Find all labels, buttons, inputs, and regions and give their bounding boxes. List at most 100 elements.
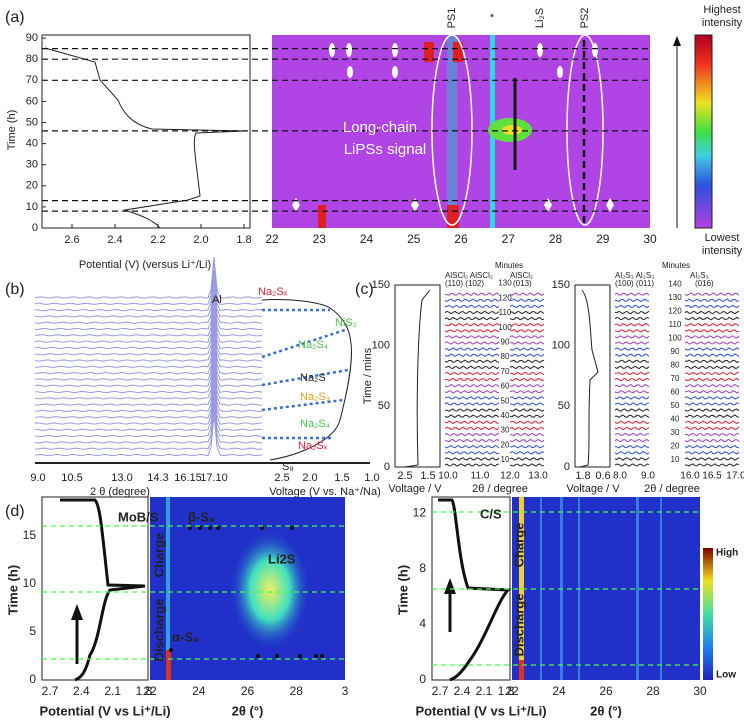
x-tick-label: 11.0 bbox=[471, 471, 490, 482]
phase-label: Al bbox=[212, 294, 222, 306]
strip bbox=[614, 438, 650, 443]
minute-label: 20 bbox=[501, 440, 510, 449]
strip bbox=[684, 463, 740, 467]
x-tick-label: 17.0 bbox=[726, 471, 744, 482]
colorbar bbox=[703, 548, 713, 680]
minute-label: 80 bbox=[671, 361, 680, 370]
strip bbox=[614, 328, 649, 333]
x-tick-label: 26 bbox=[454, 232, 468, 246]
axis-label: 2 θ (degree) bbox=[90, 486, 150, 498]
strip bbox=[684, 298, 740, 303]
strip bbox=[444, 383, 500, 388]
panel-label: (b) bbox=[5, 281, 25, 298]
strip bbox=[684, 383, 740, 388]
x-tick-label: 2.4 bbox=[107, 234, 122, 246]
y-tick-label: 0 bbox=[419, 672, 426, 686]
peak-dots bbox=[169, 526, 324, 658]
strip bbox=[509, 438, 545, 443]
spectrum bbox=[34, 370, 263, 413]
strip bbox=[684, 438, 740, 443]
y-tick-label: 150 bbox=[552, 279, 570, 291]
x-tick-label: 24 bbox=[552, 684, 566, 698]
colorbar bbox=[694, 34, 713, 229]
x-tick-label: 24 bbox=[360, 232, 374, 246]
header: (100) (011) bbox=[615, 279, 654, 288]
strip bbox=[509, 451, 545, 455]
x-tick-label: 1.0 bbox=[364, 472, 379, 484]
header: Al₂S₃ bbox=[690, 271, 709, 280]
panel-label: (d) bbox=[5, 503, 25, 520]
spectrum bbox=[34, 327, 263, 368]
strip bbox=[444, 328, 500, 333]
y-tick-label: 0 bbox=[32, 222, 38, 234]
highlight-ellipse bbox=[431, 34, 473, 226]
minute-label: 40 bbox=[501, 411, 510, 420]
strip bbox=[509, 383, 545, 388]
strip bbox=[444, 457, 500, 461]
y-tick-label: 50 bbox=[558, 400, 570, 412]
strip bbox=[509, 304, 545, 309]
x-tick-label: 2.4 bbox=[73, 684, 90, 698]
header: (016) bbox=[695, 279, 714, 288]
minute-label: 90 bbox=[671, 347, 680, 356]
x-tick-label: 22 bbox=[265, 232, 279, 246]
strip bbox=[444, 432, 500, 437]
sample-label: C/S bbox=[480, 506, 502, 521]
spectrum bbox=[34, 263, 263, 305]
arrow-head bbox=[71, 604, 83, 620]
strip bbox=[509, 396, 545, 400]
strip bbox=[614, 408, 650, 412]
peak-label: PS1 bbox=[446, 8, 458, 29]
strip bbox=[444, 414, 500, 418]
strip bbox=[444, 353, 500, 357]
strip bbox=[509, 414, 545, 419]
minute-label: 80 bbox=[501, 352, 510, 361]
x-tick-label: 2.5 bbox=[274, 472, 289, 484]
x-tick-label: 2.5 bbox=[397, 470, 412, 482]
strip bbox=[684, 335, 740, 339]
panel-label: (a) bbox=[5, 9, 25, 26]
arrow-head bbox=[673, 36, 681, 46]
sample-label: MoB/S bbox=[118, 509, 159, 524]
axis-label: Potential (V) (versus Li⁺/Li) bbox=[79, 259, 211, 271]
colorbar-label: Low bbox=[716, 670, 736, 681]
x-tick-label: 30 bbox=[693, 684, 707, 698]
annotation: LiPSs signal bbox=[344, 141, 427, 158]
voltage-curve bbox=[404, 289, 431, 468]
streak bbox=[166, 497, 170, 680]
x-tick-label: 2.1 bbox=[476, 684, 493, 698]
x-tick-label: 12.0 bbox=[500, 471, 520, 482]
y-tick-label: 100 bbox=[552, 340, 570, 352]
header: AlSCl₂ bbox=[510, 271, 533, 280]
minute-label: 70 bbox=[671, 374, 680, 383]
x-tick-label: 1.8 bbox=[498, 684, 515, 698]
axis-label: 2θ / degree bbox=[644, 483, 700, 495]
minute-label: 30 bbox=[501, 426, 510, 435]
x-tick-label: 10.0 bbox=[438, 471, 458, 482]
y-tick-label: 80 bbox=[26, 53, 38, 65]
x-tick-label: 1.8 bbox=[136, 684, 153, 698]
spectrum bbox=[34, 300, 263, 343]
axis-label: Time (h) bbox=[395, 565, 410, 615]
strip bbox=[444, 298, 500, 303]
strip bbox=[614, 426, 650, 431]
strip bbox=[614, 457, 650, 461]
heatmap bbox=[272, 35, 650, 228]
strip bbox=[614, 298, 650, 303]
y-tick-label: 10 bbox=[23, 576, 37, 590]
strip bbox=[614, 365, 650, 370]
spectra bbox=[34, 257, 263, 457]
strip bbox=[614, 371, 650, 376]
minute-label: 60 bbox=[501, 382, 510, 391]
spectrum bbox=[34, 408, 263, 450]
x-tick-label: 16.0 bbox=[680, 471, 700, 482]
spectrum bbox=[34, 382, 263, 425]
spectrum bbox=[35, 414, 263, 457]
colorbar-label: Lowest bbox=[705, 232, 740, 244]
x-tick-label: 13.0 bbox=[111, 472, 132, 484]
highlight-ellipse bbox=[566, 34, 604, 226]
strip bbox=[614, 432, 650, 437]
minute-label: 100 bbox=[668, 334, 682, 343]
y-tick-label: 0 bbox=[29, 672, 36, 686]
spectrum bbox=[34, 289, 263, 331]
